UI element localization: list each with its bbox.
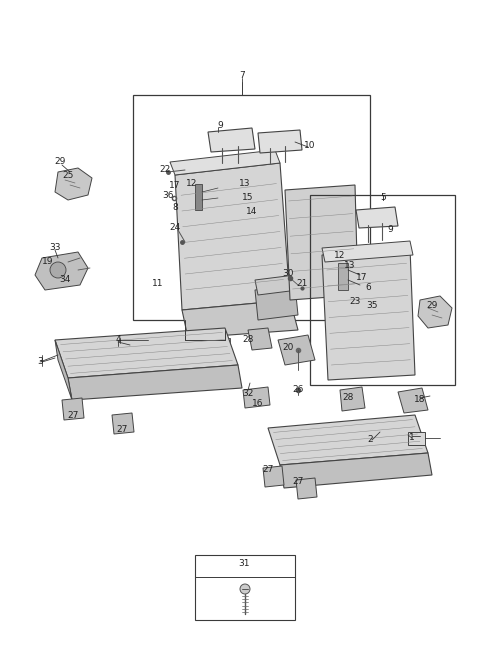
Polygon shape (418, 296, 452, 328)
Text: 17: 17 (356, 274, 368, 283)
Text: 1: 1 (409, 434, 415, 443)
Polygon shape (35, 252, 88, 290)
Circle shape (50, 262, 66, 278)
Polygon shape (278, 335, 315, 365)
Text: 13: 13 (239, 178, 251, 188)
Text: 28: 28 (242, 335, 254, 344)
Text: 16: 16 (252, 398, 264, 407)
Text: 3: 3 (37, 358, 43, 367)
Polygon shape (55, 168, 92, 200)
Text: 24: 24 (169, 224, 180, 232)
Text: 29: 29 (426, 300, 438, 310)
Text: 29: 29 (54, 157, 66, 167)
Text: 11: 11 (152, 279, 164, 287)
Polygon shape (398, 388, 428, 413)
Text: 6: 6 (365, 283, 371, 293)
Polygon shape (258, 130, 302, 153)
Polygon shape (263, 466, 284, 487)
Polygon shape (322, 248, 415, 380)
Text: 4: 4 (115, 335, 121, 344)
Text: 36: 36 (162, 192, 174, 201)
Text: 25: 25 (62, 171, 74, 180)
Bar (182, 355, 215, 370)
Text: 2: 2 (367, 436, 373, 445)
Text: 12: 12 (334, 251, 346, 260)
Polygon shape (280, 453, 432, 488)
Polygon shape (55, 340, 72, 400)
Polygon shape (208, 128, 255, 152)
Polygon shape (243, 387, 270, 408)
Bar (338, 263, 348, 290)
Polygon shape (175, 163, 290, 310)
Polygon shape (322, 241, 413, 262)
Text: 35: 35 (366, 300, 378, 310)
Polygon shape (248, 328, 272, 350)
Polygon shape (255, 275, 298, 295)
Text: 21: 21 (296, 279, 308, 287)
Polygon shape (62, 398, 84, 420)
Text: 32: 32 (242, 388, 254, 398)
Text: 13: 13 (344, 260, 356, 270)
Text: 23: 23 (349, 298, 360, 306)
Bar (195, 555, 295, 620)
Text: 14: 14 (246, 207, 258, 216)
Text: 9: 9 (217, 121, 223, 129)
Text: 19: 19 (42, 258, 54, 266)
Text: 27: 27 (262, 466, 274, 474)
Text: 8: 8 (172, 203, 178, 213)
Bar (133, 95, 370, 320)
Bar (195, 184, 202, 210)
Polygon shape (112, 413, 134, 434)
Polygon shape (340, 387, 365, 411)
Text: 5: 5 (380, 194, 386, 203)
Text: 31: 31 (238, 558, 250, 567)
Text: 27: 27 (292, 478, 304, 487)
Text: 28: 28 (342, 394, 354, 403)
Text: 15: 15 (242, 194, 254, 203)
Polygon shape (255, 285, 298, 320)
Text: 27: 27 (67, 411, 79, 419)
Text: 33: 33 (49, 243, 61, 253)
Polygon shape (182, 300, 298, 338)
Polygon shape (68, 365, 242, 400)
Text: 27: 27 (116, 426, 128, 434)
Text: 18: 18 (414, 396, 426, 405)
Polygon shape (296, 478, 317, 499)
Text: 20: 20 (282, 344, 294, 352)
Polygon shape (170, 150, 280, 175)
Text: 7: 7 (239, 70, 245, 79)
Polygon shape (268, 415, 428, 465)
Circle shape (240, 584, 250, 594)
Text: 26: 26 (292, 386, 304, 394)
Bar (408, 432, 425, 445)
Polygon shape (55, 328, 238, 378)
Text: 17: 17 (169, 180, 181, 190)
Text: 10: 10 (304, 140, 316, 150)
Text: 12: 12 (186, 178, 198, 188)
Polygon shape (356, 207, 398, 228)
Bar (310, 195, 455, 385)
Text: 30: 30 (282, 268, 294, 277)
Text: 9: 9 (387, 226, 393, 234)
Text: 22: 22 (159, 165, 170, 174)
Text: 34: 34 (60, 276, 71, 285)
Bar (182, 338, 230, 360)
Polygon shape (285, 185, 358, 300)
